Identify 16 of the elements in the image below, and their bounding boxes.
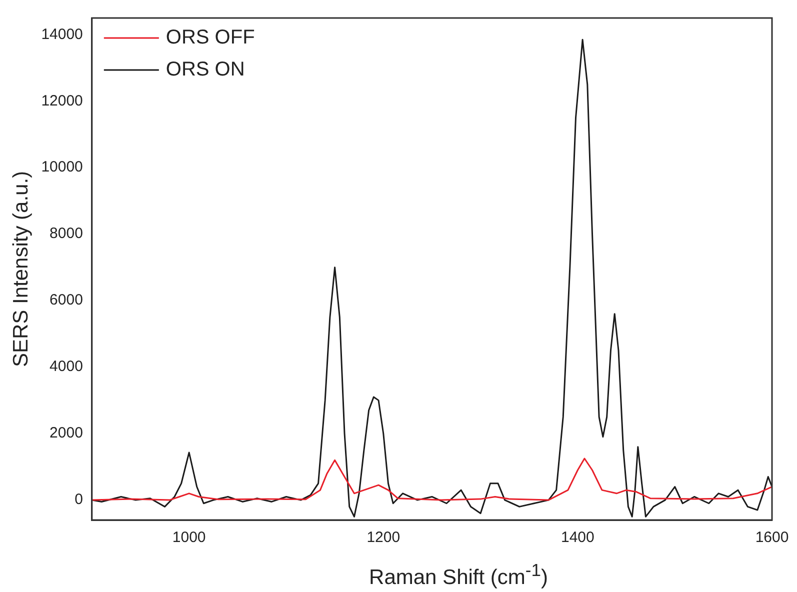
y-tick-label: 2000 xyxy=(50,424,83,442)
y-tick-label: 0 xyxy=(74,491,83,508)
y-tick-label: 8000 xyxy=(50,225,83,242)
legend-label: ORS ON xyxy=(166,58,245,81)
y-tick-label: 4000 xyxy=(50,358,83,376)
legend-label: ORS OFF xyxy=(166,26,255,49)
y-tick-label: 6000 xyxy=(50,292,83,309)
x-tick-label: 1400 xyxy=(561,529,594,546)
y-tick-label: 12000 xyxy=(41,92,83,110)
x-axis-title: Raman Shift (cm$^{-1}$) xyxy=(368,559,549,591)
y-tick-label: 10000 xyxy=(41,158,83,176)
x-tick-label: 1200 xyxy=(366,529,400,546)
y-axis-title: SERS Intensity (a.u.) xyxy=(9,170,32,368)
y-tick-label: 14000 xyxy=(41,26,83,43)
x-tick-label: 1000 xyxy=(172,529,206,546)
x-tick-label: 1600 xyxy=(755,529,789,546)
